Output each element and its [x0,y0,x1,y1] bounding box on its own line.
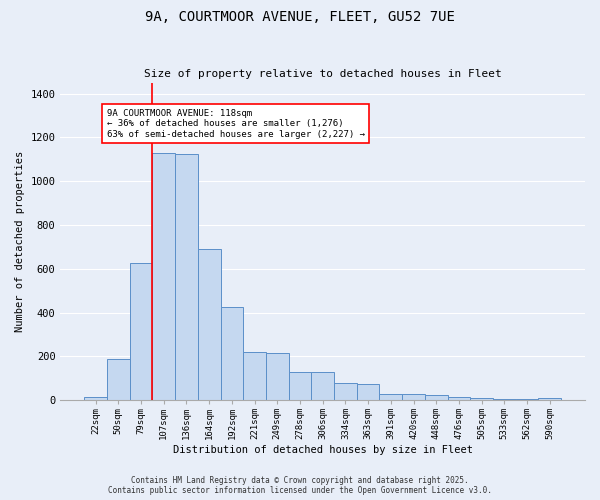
Bar [448,397,470,400]
Bar [198,249,221,400]
Bar [221,307,243,400]
Bar [289,372,311,400]
Bar [266,353,289,400]
Bar [107,358,130,400]
Bar [130,264,152,400]
Text: 9A COURTMOOR AVENUE: 118sqm
← 36% of detached houses are smaller (1,276)
63% of : 9A COURTMOOR AVENUE: 118sqm ← 36% of det… [107,109,365,138]
Title: Size of property relative to detached houses in Fleet: Size of property relative to detached ho… [144,69,502,79]
Bar [357,384,379,400]
Bar [152,152,175,400]
Bar [334,382,357,400]
Text: 9A, COURTMOOR AVENUE, FLEET, GU52 7UE: 9A, COURTMOOR AVENUE, FLEET, GU52 7UE [145,10,455,24]
Bar [402,394,425,400]
Bar [538,398,561,400]
Bar [243,352,266,400]
X-axis label: Distribution of detached houses by size in Fleet: Distribution of detached houses by size … [173,445,473,455]
Bar [379,394,402,400]
Bar [470,398,493,400]
Bar [84,397,107,400]
Bar [175,154,198,400]
Text: Contains HM Land Registry data © Crown copyright and database right 2025.
Contai: Contains HM Land Registry data © Crown c… [108,476,492,495]
Bar [516,399,538,400]
Bar [493,399,516,400]
Y-axis label: Number of detached properties: Number of detached properties [15,151,25,332]
Bar [311,372,334,400]
Bar [425,396,448,400]
